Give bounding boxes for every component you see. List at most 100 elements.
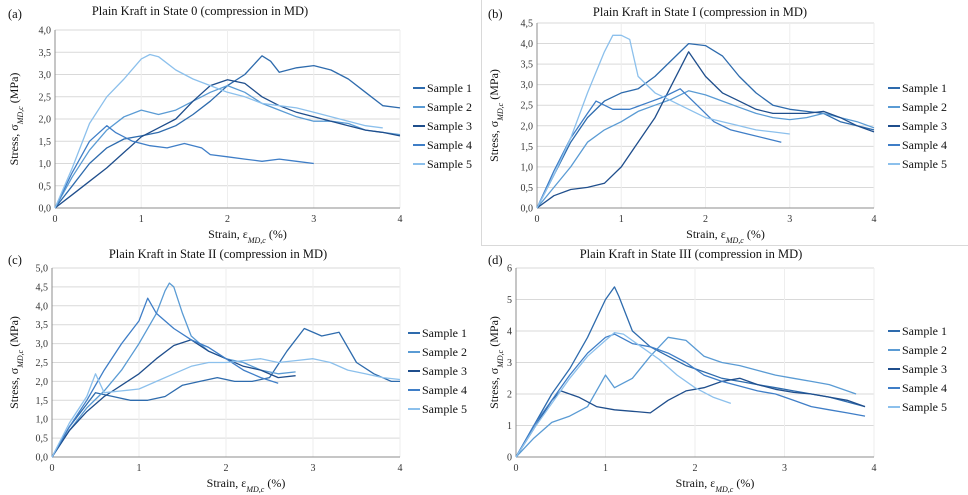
series-line-2 bbox=[515, 336, 857, 458]
x-axis-label: Strain, εMD,c (%) bbox=[207, 476, 286, 494]
series-line-2 bbox=[51, 282, 296, 458]
x-tick-label: 0 bbox=[514, 463, 519, 474]
y-axis-label: Stress, σMD,c (MPa) bbox=[7, 316, 25, 409]
chart-panel-2: 0,0 0,5 1,0 1,5 2,0 2,5 3,0 3,5 4,0 4,5 5,0 0 1 2 3 4 Pl… bbox=[7, 247, 467, 494]
x-tick-label: 0 bbox=[535, 214, 540, 225]
legend-label: Sample 4 bbox=[902, 381, 947, 395]
panel-label: (d) bbox=[488, 253, 503, 267]
x-tick-label: 2 bbox=[703, 214, 708, 225]
legend-label: Sample 4 bbox=[902, 138, 947, 152]
y-tick-label: 6 bbox=[507, 264, 512, 275]
legend-label: Sample 5 bbox=[422, 402, 467, 416]
y-tick-label: 2,5 bbox=[39, 92, 52, 103]
y-tick-label: 0,0 bbox=[39, 204, 52, 215]
x-tick-label: 1 bbox=[139, 214, 144, 225]
series-line-5 bbox=[51, 358, 401, 458]
series-line-3 bbox=[51, 339, 296, 458]
y-tick-label: 0 bbox=[507, 453, 512, 464]
series-line-4 bbox=[515, 333, 866, 458]
chart-title: Plain Kraft in State I (compression in M… bbox=[593, 5, 807, 19]
legend-label: Sample 3 bbox=[902, 362, 947, 376]
y-tick-label: 3,5 bbox=[521, 60, 534, 71]
legend-label: Sample 2 bbox=[422, 345, 467, 359]
y-tick-label: 3,5 bbox=[36, 320, 49, 331]
chart-title: Plain Kraft in State III (compression in… bbox=[580, 247, 803, 261]
series-line-1 bbox=[51, 327, 400, 458]
series-line-4 bbox=[54, 125, 314, 209]
chart-title: Plain Kraft in State II (compression in … bbox=[109, 247, 327, 261]
y-tick-label: 0,5 bbox=[36, 434, 49, 445]
series-line-5 bbox=[536, 34, 790, 209]
y-tick-label: 1,5 bbox=[39, 137, 52, 148]
chart-panel-1: 0,0 0,5 1,0 1,5 2,0 2,5 3,0 3,5 4,0 4,5 0 1 2 3 4 Plain… bbox=[487, 5, 947, 245]
legend-label: Sample 3 bbox=[427, 119, 472, 133]
legend-label: Sample 4 bbox=[422, 383, 467, 397]
x-tick-label: 3 bbox=[311, 463, 316, 474]
x-tick-label: 4 bbox=[398, 463, 403, 474]
chart-title: Plain Kraft in State 0 (compression in M… bbox=[92, 4, 308, 18]
legend-label: Sample 2 bbox=[427, 100, 472, 114]
series-line-3 bbox=[54, 79, 401, 209]
y-axis-label: Stress, σMD,c (MPa) bbox=[487, 316, 505, 409]
y-tick-label: 0,5 bbox=[39, 181, 52, 192]
x-axis-label: Strain, εMD,c (%) bbox=[208, 227, 287, 245]
x-tick-label: 1 bbox=[137, 463, 142, 474]
panel-label: (a) bbox=[8, 7, 22, 21]
series-line-2 bbox=[536, 90, 875, 209]
y-tick-label: 2,0 bbox=[36, 377, 49, 388]
y-tick-label: 4,5 bbox=[36, 282, 49, 293]
legend-label: Sample 5 bbox=[902, 400, 947, 414]
divider-vertical bbox=[481, 0, 482, 245]
legend-label: Sample 5 bbox=[902, 157, 947, 171]
y-axis-label: Stress, σMD,c (MPa) bbox=[487, 69, 505, 162]
y-tick-label: 2,5 bbox=[36, 358, 49, 369]
series-line-1 bbox=[515, 286, 866, 458]
legend-label: Sample 3 bbox=[422, 364, 467, 378]
legend-label: Sample 1 bbox=[427, 81, 472, 95]
x-tick-label: 4 bbox=[872, 463, 877, 474]
divider-horizontal bbox=[481, 245, 968, 246]
series-line-5 bbox=[54, 53, 383, 209]
y-axis-label: Stress, σMD,c (MPa) bbox=[7, 73, 25, 166]
x-axis-label: Strain, εMD,c (%) bbox=[686, 227, 765, 245]
y-tick-label: 0,5 bbox=[521, 183, 534, 194]
legend-label: Sample 1 bbox=[422, 326, 467, 340]
series-line-5 bbox=[515, 331, 732, 458]
series-line-2 bbox=[54, 84, 401, 209]
x-tick-label: 0 bbox=[50, 463, 55, 474]
y-tick-label: 4,5 bbox=[521, 19, 534, 30]
y-tick-label: 3 bbox=[507, 358, 512, 369]
y-tick-label: 2,5 bbox=[521, 101, 534, 112]
x-tick-label: 4 bbox=[872, 214, 877, 225]
chart-panel-3: 0 1 2 3 4 5 6 0 1 2 3 4 Plain Kraft in State III (co… bbox=[487, 247, 947, 494]
series-line-4 bbox=[51, 297, 279, 458]
panel-label: (c) bbox=[8, 253, 22, 267]
y-tick-label: 1 bbox=[507, 421, 512, 432]
y-tick-label: 3,0 bbox=[39, 70, 52, 81]
legend-label: Sample 2 bbox=[902, 100, 947, 114]
y-tick-label: 1,0 bbox=[36, 415, 49, 426]
y-tick-label: 4,0 bbox=[39, 26, 52, 37]
y-tick-label: 0,0 bbox=[36, 453, 49, 464]
x-tick-label: 3 bbox=[787, 214, 792, 225]
y-tick-label: 1,5 bbox=[521, 142, 534, 153]
y-tick-label: 5 bbox=[507, 295, 512, 306]
y-tick-label: 3,0 bbox=[36, 339, 49, 350]
x-tick-label: 1 bbox=[619, 214, 624, 225]
y-tick-label: 3,0 bbox=[521, 80, 534, 91]
y-tick-label: 4,0 bbox=[36, 301, 49, 312]
x-tick-label: 4 bbox=[398, 214, 403, 225]
y-tick-label: 0,0 bbox=[521, 204, 534, 215]
series-line-1 bbox=[54, 55, 401, 209]
legend-label: Sample 3 bbox=[902, 119, 947, 133]
legend-label: Sample 1 bbox=[902, 324, 947, 338]
x-tick-label: 1 bbox=[603, 463, 608, 474]
y-tick-label: 4,0 bbox=[521, 39, 534, 50]
y-tick-label: 1,0 bbox=[521, 162, 534, 173]
y-tick-label: 1,5 bbox=[36, 396, 49, 407]
legend-label: Sample 4 bbox=[427, 138, 472, 152]
x-tick-label: 2 bbox=[225, 214, 230, 225]
series-line-1 bbox=[536, 42, 875, 209]
y-tick-label: 3,5 bbox=[39, 48, 52, 59]
